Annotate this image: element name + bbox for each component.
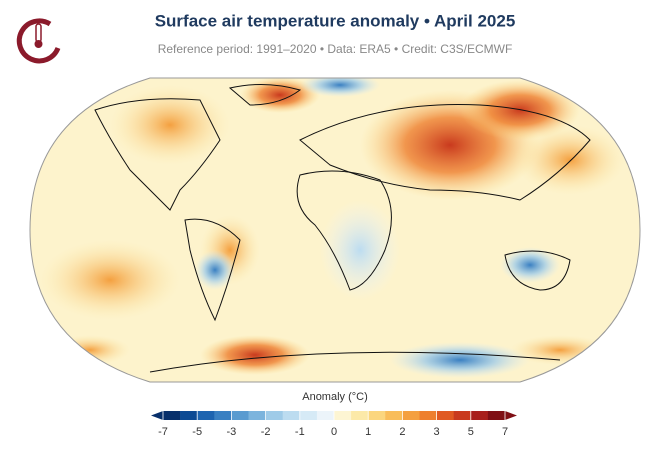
colorbar-swatch — [402, 411, 420, 420]
colorbar-swatch — [385, 411, 403, 420]
colorbar-swatch — [180, 411, 198, 420]
map — [30, 78, 640, 382]
colorbar-tick-label: 7 — [502, 426, 508, 438]
colorbar-end — [151, 411, 163, 420]
colorbar-swatch — [453, 411, 472, 420]
colorbar-tick-label: 0 — [331, 426, 337, 438]
colorbar-swatch — [419, 411, 437, 420]
map-border — [29, 77, 641, 383]
colorbar-swatch — [351, 411, 369, 420]
colorbar-tick-label: 5 — [468, 426, 474, 438]
colorbar-swatch — [316, 411, 335, 420]
colorbar-swatch — [368, 411, 386, 420]
colorbar-label: Anomaly (°C) — [302, 391, 368, 403]
colorbar-tick-label: -7 — [158, 426, 168, 438]
colorbar-swatch — [282, 411, 301, 420]
colorbar-swatch — [470, 411, 489, 420]
colorbar-tick-label: 2 — [399, 426, 405, 438]
logo — [16, 18, 61, 64]
colorbar-tick-label: -5 — [192, 426, 202, 438]
colorbar-swatch — [299, 411, 318, 420]
colorbar-swatch — [265, 411, 283, 420]
colorbar-tick-label: -1 — [295, 426, 305, 438]
subtitle: Reference period: 1991–2020 • Data: ERA5… — [158, 42, 513, 56]
colorbar-tick-label: 1 — [365, 426, 371, 438]
colorbar-tick-label: -3 — [227, 426, 237, 438]
colorbar-swatch — [214, 411, 232, 420]
title: Surface air temperature anomaly • April … — [155, 11, 516, 30]
colorbar-swatch — [163, 411, 181, 420]
colorbar-swatch — [487, 411, 506, 420]
colorbar-swatch — [197, 411, 215, 420]
colorbar-swatch — [334, 411, 352, 420]
colorbar-swatch — [248, 411, 266, 420]
colorbar-tick-label: -2 — [261, 426, 271, 438]
colorbar-swatch — [231, 411, 249, 420]
colorbar: -7 -5 -3 -2 -1 0 1 2 3 5 7 — [151, 411, 517, 438]
colorbar-swatch — [436, 411, 454, 420]
colorbar-end — [505, 411, 517, 420]
colorbar-tick-label: 3 — [434, 426, 440, 438]
